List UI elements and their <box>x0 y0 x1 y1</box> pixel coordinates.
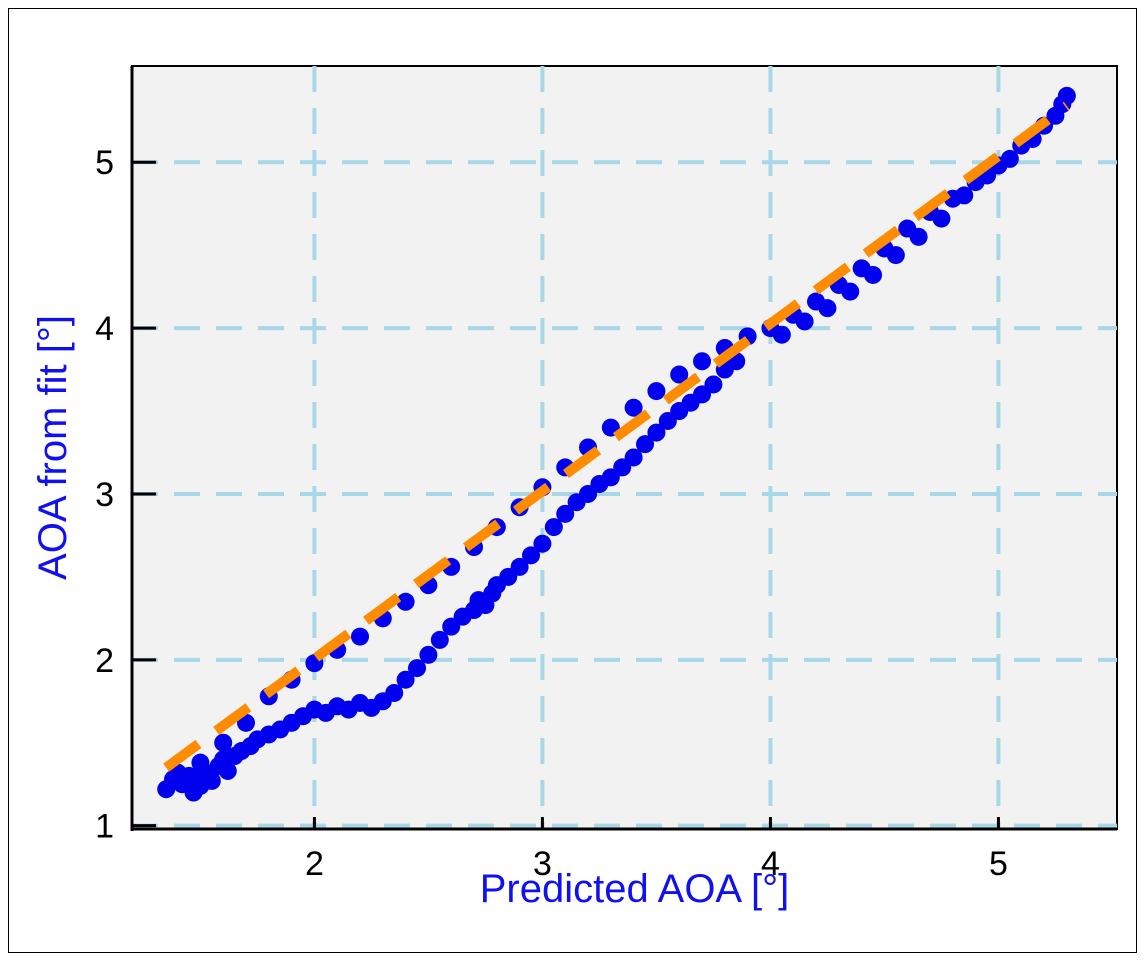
grid-lines <box>132 66 1117 829</box>
data-point <box>556 504 575 523</box>
axes <box>130 66 1117 831</box>
fit-line <box>163 101 1070 772</box>
data-point <box>1057 86 1076 105</box>
y-tick-label: 1 <box>95 808 114 846</box>
data-point <box>191 753 210 772</box>
x-tick-label: 2 <box>305 845 324 883</box>
y-axis-label: AOA from fit [°] <box>31 315 75 580</box>
data-point <box>396 670 415 689</box>
data-point <box>510 557 529 576</box>
data-point <box>795 312 814 331</box>
data-point <box>624 448 643 467</box>
data-point <box>818 299 837 318</box>
x-axis-label: Predicted AOA [°] <box>480 867 790 911</box>
y-tick-label: 2 <box>95 642 114 680</box>
data-point <box>693 352 712 371</box>
data-point <box>624 398 643 417</box>
data-point <box>841 282 860 301</box>
fit-line-segment <box>163 101 1070 772</box>
data-point <box>647 382 666 401</box>
x-tick-label: 4 <box>761 845 780 883</box>
data-point <box>202 771 221 790</box>
data-point <box>419 645 438 664</box>
y-tick-label: 4 <box>95 310 114 348</box>
data-point <box>932 209 951 228</box>
data-point <box>430 630 449 649</box>
data-point <box>1000 149 1019 168</box>
tick-labels: 2 3 4 5 1 2 3 4 5 <box>95 144 1008 883</box>
x-tick-label: 3 <box>533 845 552 883</box>
data-point <box>1046 106 1065 125</box>
data-point <box>909 227 928 246</box>
y-tick-label: 3 <box>95 476 114 514</box>
y-tick-label: 5 <box>95 144 114 182</box>
data-point <box>955 186 974 205</box>
data-point <box>522 546 541 565</box>
data-point <box>704 375 723 394</box>
data-point <box>218 761 237 780</box>
data-point <box>670 365 689 384</box>
data-point <box>396 592 415 611</box>
data-point <box>772 325 791 344</box>
data-point <box>533 534 552 553</box>
data-point <box>351 627 370 646</box>
data-point <box>544 518 563 537</box>
data-point <box>647 423 666 442</box>
data-point <box>408 659 427 678</box>
data-point <box>385 683 404 702</box>
data-point <box>636 435 655 454</box>
data-point <box>886 246 905 265</box>
data-point <box>864 265 883 284</box>
data-point <box>214 733 233 752</box>
x-tick-label: 5 <box>989 845 1008 883</box>
